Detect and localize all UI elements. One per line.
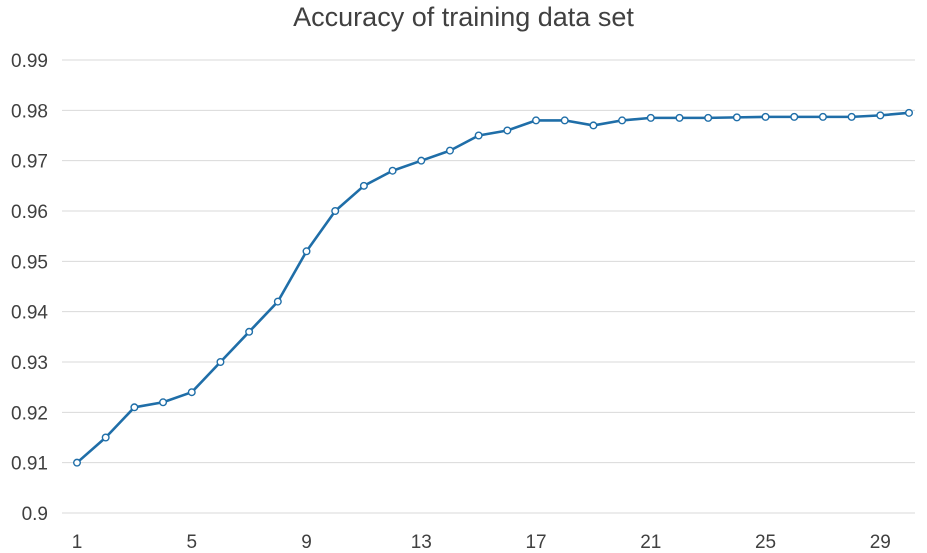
y-tick-label: 0.91 <box>11 454 48 475</box>
data-point <box>302 247 311 256</box>
y-tick-label: 0.94 <box>11 303 48 324</box>
data-point <box>187 388 196 397</box>
data-point <box>417 156 426 165</box>
data-point <box>445 146 454 155</box>
x-tick-label: 17 <box>525 532 546 553</box>
y-tick-label: 0.95 <box>11 252 48 273</box>
gridlines <box>62 59 915 514</box>
data-point <box>101 433 110 442</box>
data-point <box>675 113 684 122</box>
x-tick-label: 5 <box>186 532 197 553</box>
y-tick-label: 0.9 <box>22 504 48 525</box>
x-tick-label: 13 <box>411 532 432 553</box>
x-axis-ticks: 1 5 9 13 17 21 25 29 <box>72 532 891 553</box>
data-point <box>273 297 282 306</box>
x-tick-label: 25 <box>755 532 776 553</box>
chart-title: Accuracy of training data set <box>293 2 634 32</box>
data-point <box>618 116 627 125</box>
data-point <box>646 113 655 122</box>
data-point <box>359 181 368 190</box>
data-point <box>474 131 483 140</box>
data-point <box>331 206 340 215</box>
data-point <box>503 126 512 135</box>
x-tick-label: 9 <box>301 532 312 553</box>
data-point <box>216 358 225 367</box>
y-tick-label: 0.98 <box>11 101 48 122</box>
data-point <box>560 116 569 125</box>
y-tick-label: 0.92 <box>11 403 48 424</box>
y-tick-label: 0.93 <box>11 353 48 374</box>
y-tick-label: 0.97 <box>11 152 48 173</box>
x-tick-label: 1 <box>72 532 83 553</box>
y-axis-ticks: 0.9 0.91 0.92 0.93 0.94 0.95 0.96 0.97 0.98 0.99 <box>11 51 48 525</box>
data-point <box>905 108 914 117</box>
y-tick-label: 0.99 <box>11 51 48 72</box>
data-point <box>761 112 770 121</box>
series-layer <box>72 108 914 467</box>
x-tick-label: 29 <box>870 532 891 553</box>
y-tick-label: 0.96 <box>11 202 48 223</box>
data-point <box>72 458 81 467</box>
data-point <box>818 112 827 121</box>
data-point <box>159 398 168 407</box>
data-point <box>130 403 139 412</box>
data-point <box>790 112 799 121</box>
data-point <box>589 121 598 130</box>
data-point <box>876 111 885 120</box>
data-point <box>245 327 254 336</box>
series-line <box>75 111 911 464</box>
data-point <box>732 113 741 122</box>
data-point <box>847 112 856 121</box>
x-tick-label: 21 <box>640 532 661 553</box>
data-point <box>532 116 541 125</box>
data-point <box>388 166 397 175</box>
data-point <box>704 113 713 122</box>
